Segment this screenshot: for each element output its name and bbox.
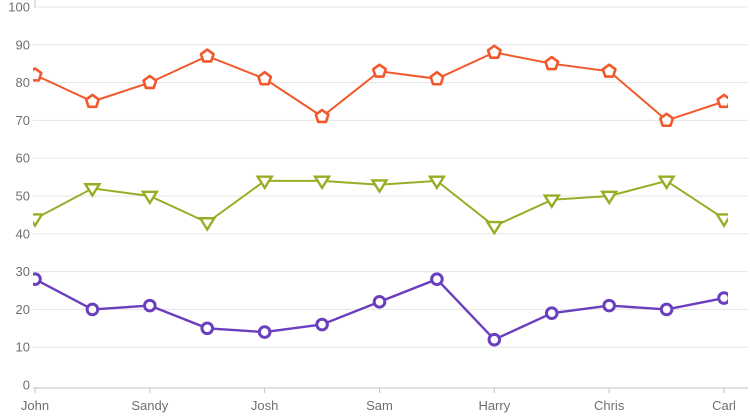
series-purple-point[interactable] [315,317,329,332]
y-axis-tick-label: 20 [16,302,30,317]
x-axis-tick-label: Chris [594,398,625,413]
y-axis-tick-label: 10 [16,340,30,355]
series-orange-point[interactable] [257,70,273,86]
x-axis-tick-label: Sam [366,398,393,413]
plot-area [28,44,731,347]
series-purple-point[interactable] [257,325,272,339]
y-axis-tick-label: 50 [16,189,30,204]
series-orange-point[interactable] [544,55,560,71]
series-purple-point[interactable] [30,272,42,286]
series-purple-point[interactable] [372,295,387,309]
x-axis-tick-label: John [21,398,49,413]
y-axis-tick-label: 80 [16,75,30,90]
series-orange-point[interactable] [659,112,675,128]
series-green-point[interactable] [140,190,159,206]
series-orange-point[interactable] [371,63,388,78]
y-axis-tick-label: 40 [16,226,30,241]
series-green-point[interactable] [312,175,332,191]
series-orange-point[interactable] [142,74,158,90]
series-purple-point[interactable] [717,291,730,305]
series-green-point[interactable] [657,175,676,191]
x-axis-tick-label: Sandy [131,398,168,413]
y-axis-tick-label: 30 [16,264,30,279]
series-green-point[interactable] [28,213,45,228]
series-purple-point[interactable] [143,298,157,313]
y-axis-tick-label: 0 [23,378,30,393]
series-orange-point[interactable] [29,67,43,82]
series-green-point[interactable] [198,217,217,232]
y-axis-tick-label: 100 [8,0,30,15]
series-green-point[interactable] [255,175,274,191]
x-axis-tick-label: Josh [251,398,278,413]
x-axis-tick-label: Harry [478,398,510,413]
series-orange-point[interactable] [199,48,215,63]
series-green-point[interactable] [542,194,561,210]
series-purple-point[interactable] [430,272,444,286]
series-green-point[interactable] [600,190,619,206]
series-orange-point[interactable] [314,108,330,124]
series-green-point[interactable] [714,213,731,228]
series-purple-point[interactable] [659,302,674,317]
series-purple-point[interactable] [602,298,616,313]
series-green-point[interactable] [485,220,504,236]
x-axis-tick-label: Carl [712,398,736,413]
y-axis-tick-label: 90 [16,37,30,52]
series-orange-point[interactable] [84,93,100,109]
series-purple-point[interactable] [544,306,559,320]
series-orange-point[interactable] [429,70,445,86]
series-purple-point[interactable] [200,321,215,336]
series-orange-line [34,51,725,122]
y-axis-tick-label: 70 [16,113,30,128]
series-purple-point[interactable] [85,302,100,317]
series-orange-point[interactable] [716,93,731,109]
y-axis-tick-label: 60 [16,151,30,166]
series-green-point[interactable] [427,175,447,191]
series-purple-point[interactable] [487,332,502,347]
series-orange-point[interactable] [486,44,502,60]
series-green-point[interactable] [370,179,389,194]
series-green-point[interactable] [83,183,102,198]
series-orange-point[interactable] [601,63,617,78]
